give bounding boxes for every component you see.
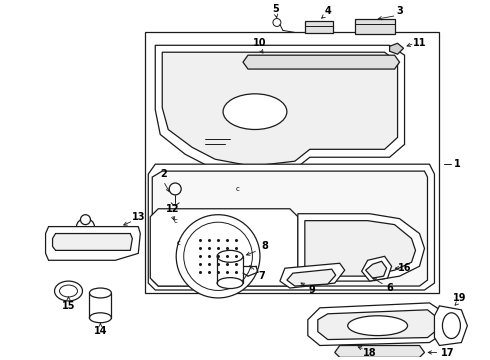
Polygon shape — [435, 306, 467, 346]
Polygon shape — [390, 43, 404, 54]
Text: 3: 3 — [396, 6, 403, 15]
Text: 5: 5 — [272, 4, 279, 14]
Polygon shape — [52, 234, 132, 250]
Polygon shape — [145, 32, 440, 293]
Polygon shape — [305, 221, 416, 276]
Bar — [355, 18, 394, 35]
Text: 15: 15 — [62, 301, 75, 311]
Polygon shape — [148, 164, 435, 290]
Circle shape — [176, 215, 260, 298]
Ellipse shape — [223, 94, 287, 130]
Polygon shape — [318, 310, 438, 339]
Polygon shape — [152, 171, 427, 286]
Text: 17: 17 — [441, 348, 454, 359]
Text: 18: 18 — [363, 348, 376, 359]
Circle shape — [169, 183, 181, 195]
Polygon shape — [298, 214, 424, 281]
Text: 12: 12 — [166, 204, 179, 214]
Text: c: c — [173, 218, 177, 224]
Polygon shape — [335, 346, 424, 357]
Ellipse shape — [90, 313, 111, 323]
Ellipse shape — [90, 288, 111, 298]
Ellipse shape — [217, 278, 243, 288]
Text: 11: 11 — [413, 38, 426, 48]
Text: 16: 16 — [398, 263, 411, 273]
Polygon shape — [243, 55, 399, 69]
Text: 7: 7 — [259, 271, 265, 281]
Polygon shape — [280, 263, 345, 288]
Text: 4: 4 — [324, 6, 331, 15]
Polygon shape — [362, 256, 392, 281]
Text: 14: 14 — [94, 326, 107, 336]
Ellipse shape — [348, 316, 408, 336]
Text: 1: 1 — [454, 159, 461, 169]
Polygon shape — [287, 269, 336, 286]
Polygon shape — [366, 261, 387, 278]
Polygon shape — [46, 226, 140, 260]
Circle shape — [80, 215, 91, 225]
Text: 6: 6 — [386, 283, 393, 293]
Polygon shape — [308, 303, 444, 346]
Text: 19: 19 — [453, 293, 466, 303]
Text: 8: 8 — [262, 242, 269, 251]
Circle shape — [184, 222, 252, 291]
Polygon shape — [155, 45, 405, 174]
Circle shape — [273, 18, 281, 26]
Bar — [305, 21, 333, 33]
Ellipse shape — [59, 285, 77, 297]
Text: 13: 13 — [131, 212, 145, 222]
Polygon shape — [150, 209, 298, 286]
Ellipse shape — [442, 313, 461, 338]
Ellipse shape — [217, 250, 243, 262]
Polygon shape — [162, 52, 397, 166]
Text: c: c — [176, 240, 180, 247]
Text: 10: 10 — [253, 38, 267, 48]
Text: 2: 2 — [160, 169, 167, 179]
Text: c: c — [236, 186, 240, 192]
Text: 9: 9 — [308, 285, 315, 295]
Ellipse shape — [54, 281, 82, 301]
